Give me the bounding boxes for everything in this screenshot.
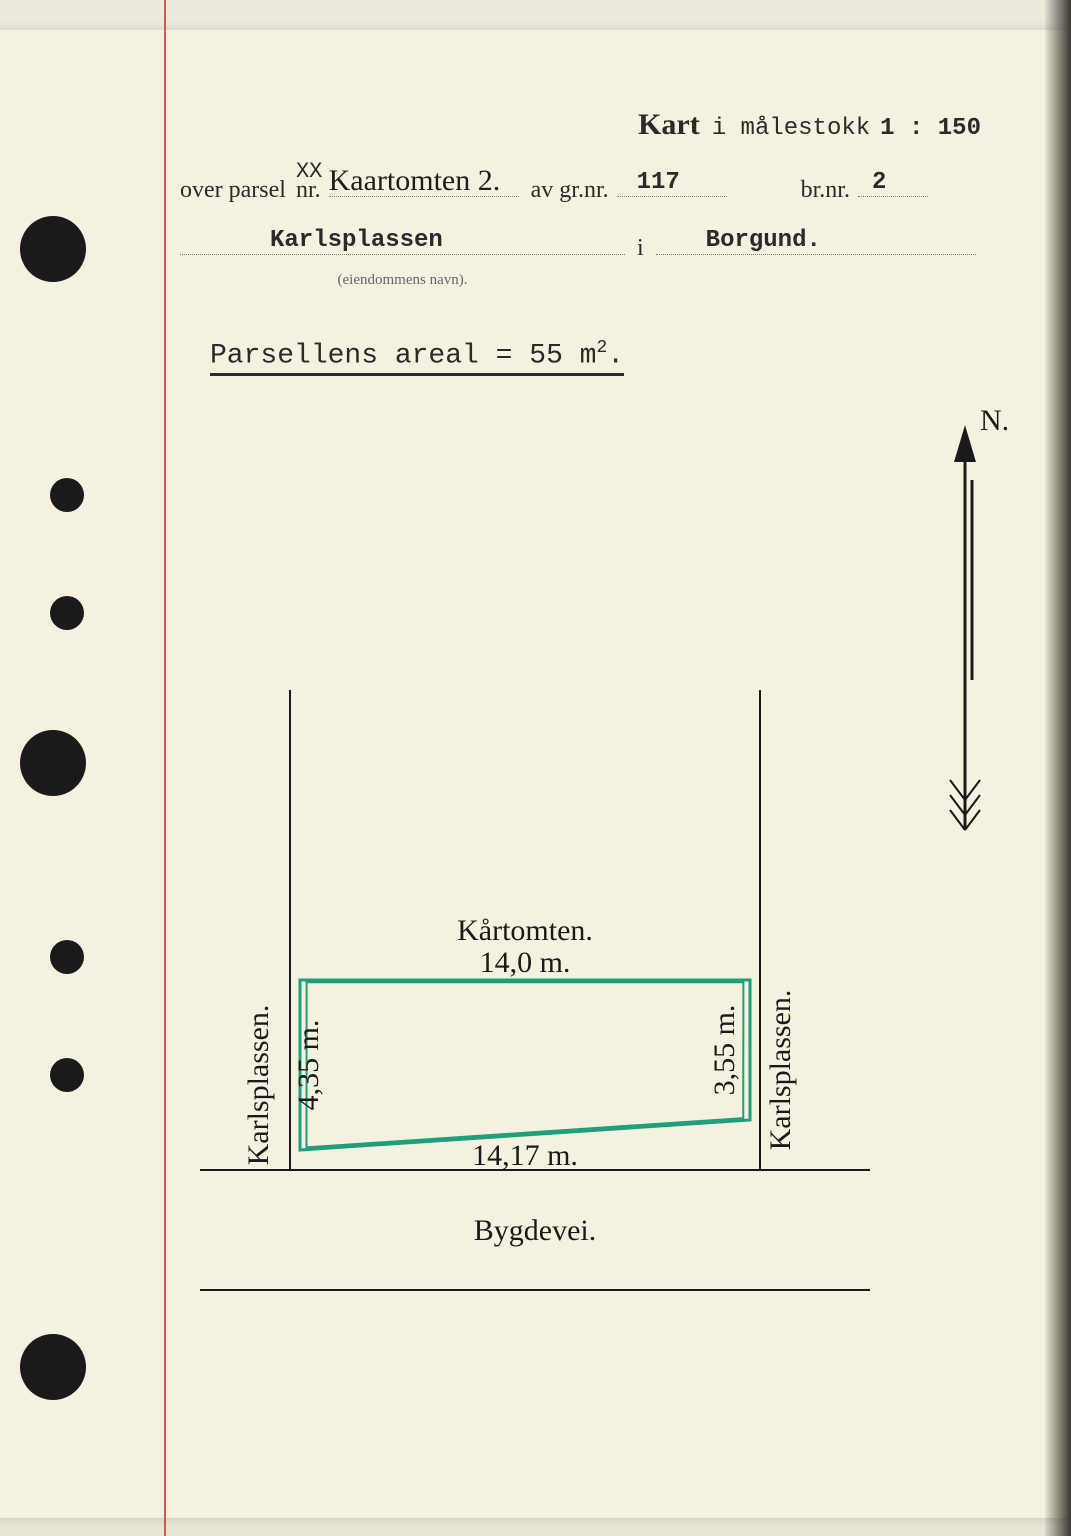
binding-hole [50, 940, 84, 974]
road-label: Bygdevei. [474, 1214, 596, 1247]
area-label: Parsellens areal = [210, 340, 529, 371]
parcel-outline-outer [300, 980, 750, 1150]
grnr-value: 117 [637, 169, 680, 196]
north-neighbor-label: Kårtomten. [457, 914, 593, 947]
nr-overstrike: XX [296, 159, 321, 184]
form-header: Kart i målestokk 1 : 150 over parsel nr.… [180, 108, 1021, 289]
page-bottom-edge [0, 1518, 1071, 1536]
top-edge-length: 14,0 m. [480, 946, 571, 979]
page-top-edge [0, 0, 1071, 30]
av-grnr-label: av gr.nr. [531, 177, 609, 203]
binding-hole [20, 730, 86, 796]
left-neighbor-label: Karlsplassen. [242, 1005, 275, 1166]
scale-value: 1 : 150 [880, 115, 981, 142]
binding-hole [50, 478, 84, 512]
i-label: i [637, 235, 644, 261]
brnr-label: br.nr. [801, 177, 850, 203]
area-suffix: . [607, 340, 624, 371]
binding-hole [50, 596, 84, 630]
parcel-outline-inner [306, 982, 743, 1147]
bottom-edge-length: 14,17 m. [472, 1139, 578, 1172]
over-parsel-label: over parsel [180, 177, 286, 203]
area-exponent: 2 [596, 338, 607, 358]
kart-label: Kart [638, 108, 700, 141]
municipality: Borgund. [706, 227, 821, 254]
property-name: Karlsplassen [270, 227, 443, 254]
nr-struck: nr. XX [296, 177, 321, 204]
brnr-value: 2 [872, 169, 886, 196]
parsel-name-handwritten: Kaartomten 2. [329, 164, 501, 198]
binding-hole [50, 1058, 84, 1092]
eiendommens-navn-note: (eiendommens navn). [180, 272, 625, 289]
binding-hole [20, 1334, 86, 1400]
compass-arrow: N. [950, 404, 1009, 830]
cadastral-diagram: N. Kårtomten. 14,0 m. 14,17 m. Bygdevei.… [150, 400, 1050, 1450]
right-edge-length: 3,55 m. [708, 1005, 741, 1096]
parcel-area-line: Parsellens areal = 55 m2. [210, 338, 624, 376]
scanned-page: Kart i målestokk 1 : 150 over parsel nr.… [0, 0, 1071, 1536]
scale-prefix: i målestokk [712, 115, 870, 142]
area-value: 55 m [529, 340, 596, 371]
right-neighbor-label: Karlsplassen. [764, 990, 797, 1151]
left-edge-length: 4,35 m. [292, 1020, 325, 1111]
compass-label: N. [980, 404, 1009, 437]
binding-hole [20, 216, 86, 282]
